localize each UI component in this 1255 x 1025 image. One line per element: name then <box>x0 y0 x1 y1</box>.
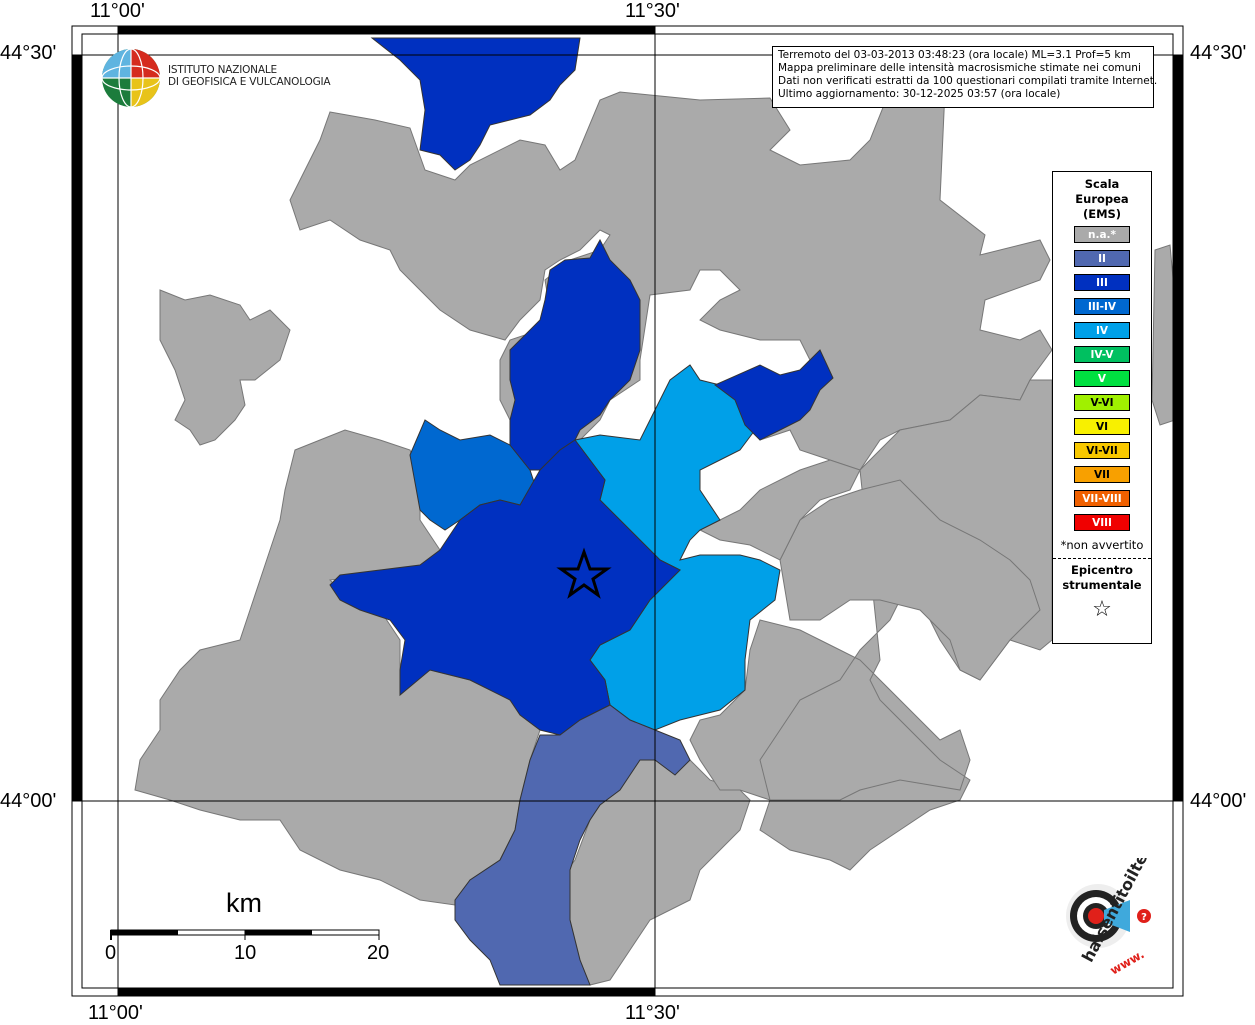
info-line-3: Dati non verificati estratti da 100 ques… <box>778 75 1158 87</box>
scale-label-0: 0 <box>105 942 117 964</box>
ingv-globe-icon <box>101 48 161 108</box>
legend-item-8: VI <box>1074 418 1130 435</box>
coord-left-4430: 44°30' <box>0 42 57 64</box>
legend-item-2: III <box>1074 274 1130 291</box>
coord-bottom-1130: 11°30' <box>625 1002 680 1024</box>
iii-areas <box>329 37 834 736</box>
svg-text:?: ? <box>1141 912 1147 923</box>
legend-title-1: Scala <box>1084 177 1120 191</box>
info-line-1: Terremoto del 03-03-2013 03:48:23 (ora l… <box>778 49 1131 61</box>
legend-item-7: V-VI <box>1074 394 1130 411</box>
legend-title-3: (EMS) <box>1082 207 1122 221</box>
info-line-2: Mappa preliminare delle intensità macros… <box>778 62 1141 74</box>
legend-epicentre: Epicentro strumentale <box>1053 563 1151 593</box>
legend-item-5: IV-V <box>1074 346 1130 363</box>
legend-item-9: VI-VII <box>1074 442 1130 459</box>
area-ii <box>454 704 691 986</box>
coord-top-1130: 11°30' <box>625 0 680 22</box>
coord-bottom-1100: 11°00' <box>88 1002 143 1024</box>
hsit-logo-icon: ? haisentitoilterremoto.it www. <box>1066 768 1195 978</box>
epicentre-star-icon <box>556 547 612 599</box>
hsit-prefix: www. <box>1108 947 1147 978</box>
frame-bars <box>72 26 1183 996</box>
scale-label-20: 20 <box>367 942 390 964</box>
legend-item-3: III-IV <box>1074 298 1130 315</box>
coord-right-4400: 44°00' <box>1190 790 1247 812</box>
area-iii-main <box>329 439 681 736</box>
area-na-farright <box>1151 244 1176 426</box>
ems-legend: Scala Europea (EMS) n.a.* II III III-IV IV IV… <box>1052 171 1152 644</box>
legend-item-12: VIII <box>1074 514 1130 531</box>
info-line-4: Ultimo aggiornamento: 30-12-2025 03:57 (… <box>778 88 1061 100</box>
legend-item-6: V <box>1074 370 1130 387</box>
legend-item-4: IV <box>1074 322 1130 339</box>
legend-title: Scala Europea (EMS) <box>1053 177 1151 222</box>
ingv-line1: ISTITUTO NAZIONALE <box>168 64 277 76</box>
legend-item-11: VII-VIII <box>1074 490 1130 507</box>
scale-unit: km <box>226 888 262 918</box>
coord-top-1100: 11°00' <box>90 0 145 22</box>
legend-separator <box>1053 558 1151 559</box>
area-na-west <box>159 289 291 446</box>
coord-left-4400: 44°00' <box>0 790 57 812</box>
legend-note: *non avvertito <box>1060 538 1144 552</box>
legend-title-2: Europea <box>1075 192 1129 206</box>
area-na-east3 <box>698 459 861 561</box>
star-icon: ☆ <box>1092 597 1112 622</box>
area-iii-centre <box>509 238 641 471</box>
area-na-east2 <box>779 479 1041 681</box>
ingv-logo-text: ISTITUTO NAZIONALE DI GEOFISICA E VULCAN… <box>168 64 331 88</box>
legend-epi-2: strumentale <box>1062 578 1142 592</box>
coord-right-4430: 44°30' <box>1190 42 1247 64</box>
ingv-line2: DI GEOFISICA E VULCANOLOGIA <box>168 76 331 88</box>
legend-items: n.a.* II III III-IV IV IV-V V V-VI VI VI-VII VII VI… <box>1053 226 1151 531</box>
grey-areas <box>134 89 1176 986</box>
scale-label-10: 10 <box>234 942 257 964</box>
area-iii-north <box>370 37 581 171</box>
area-iii-east <box>714 349 834 441</box>
legend-item-1: II <box>1074 250 1130 267</box>
legend-epi-1: Epicentro <box>1071 563 1133 577</box>
event-info-box: Terremoto del 03-03-2013 03:48:23 (ora l… <box>772 46 1158 108</box>
legend-item-10: VII <box>1074 466 1130 483</box>
hsit-logo: ? haisentitoilterremoto.it www. <box>1030 768 1195 978</box>
scale-bar <box>110 929 380 940</box>
legend-item-0: n.a.* <box>1074 226 1130 243</box>
